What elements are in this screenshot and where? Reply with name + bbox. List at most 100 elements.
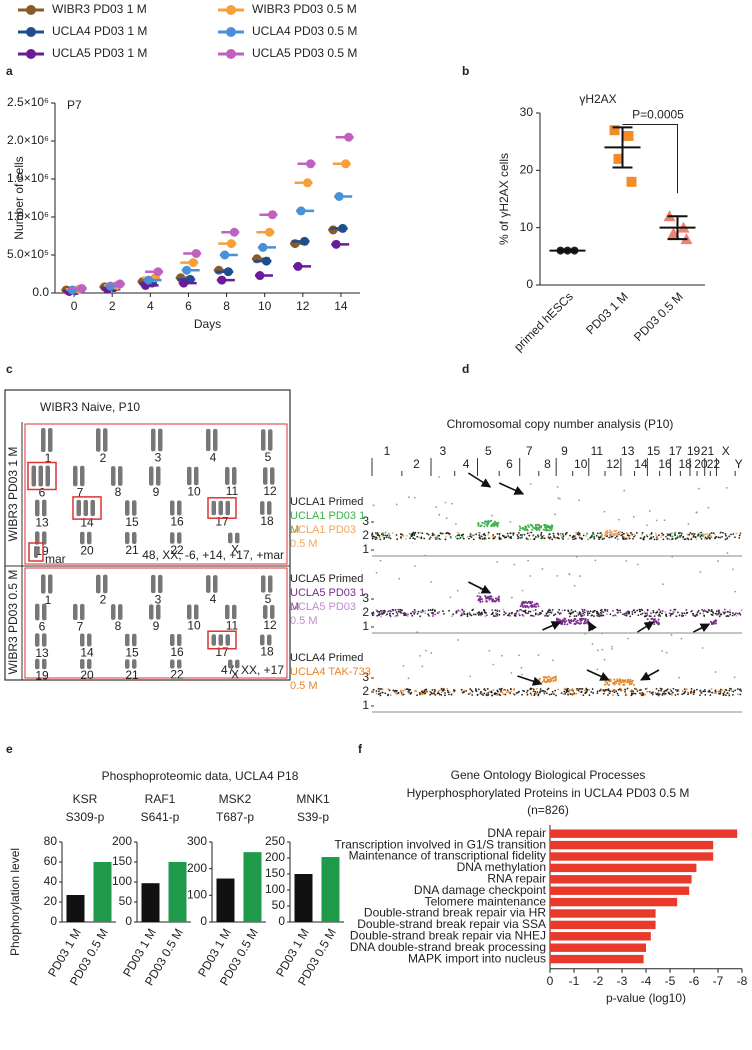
cn-dot (436, 612, 439, 615)
cn-dot (714, 689, 717, 692)
point (182, 265, 192, 275)
cn-dot (524, 606, 527, 609)
cn-dot (641, 694, 644, 697)
cn-dot (418, 692, 421, 694)
cn-dot (652, 618, 655, 621)
cn-dot (534, 524, 537, 527)
cn-dot (533, 694, 536, 697)
cn-dot (533, 537, 536, 540)
cn-dot (481, 521, 484, 524)
chromosome (270, 605, 275, 619)
cn-dot (442, 688, 445, 690)
cn-dot (563, 690, 566, 693)
y-axis-label: Number of cells (12, 156, 26, 239)
cn-dot (547, 675, 550, 678)
cn-dot (584, 689, 586, 692)
arrow (588, 621, 597, 632)
cn-dot (537, 526, 540, 529)
arrow (498, 482, 525, 495)
cn-dot (726, 552, 729, 554)
cn-dot (680, 637, 683, 640)
cn-dot (577, 689, 580, 692)
cn-dot (496, 533, 499, 535)
cn-dot (661, 694, 664, 696)
cn-dot (483, 692, 486, 695)
cn-dot (529, 602, 532, 605)
cn-dot (456, 589, 459, 592)
cn-dot (563, 623, 566, 626)
cn-dot (631, 682, 634, 685)
cn-dot (652, 535, 655, 538)
cn-dot (599, 609, 602, 612)
cn-dot (674, 533, 676, 535)
cn-dot (629, 615, 632, 618)
cn-dot (498, 688, 501, 690)
panel-label: a (6, 64, 13, 78)
cn-dot (731, 614, 734, 617)
level-label: 3 (362, 670, 369, 684)
chromosome (35, 633, 40, 647)
cn-dot (728, 694, 731, 697)
cn-dot (671, 535, 674, 538)
y-tick-label: 0.0 (32, 285, 49, 299)
cn-dot (449, 596, 452, 599)
cn-dot (467, 693, 470, 696)
karyotype-caption: 48, XX, -6, +14, +17, +mar (142, 548, 284, 562)
chromosome-label: 14 (80, 646, 94, 660)
cn-dot (733, 676, 736, 679)
cn-dot (456, 534, 459, 537)
cn-dot (510, 690, 513, 693)
y-tick-label: 40 (44, 874, 58, 888)
cn-dot (543, 678, 546, 681)
cn-dot (479, 600, 482, 603)
cn-dot (473, 613, 476, 616)
y-tick-label: 100 (112, 874, 132, 888)
chromosome (90, 499, 95, 517)
legend-label: UCLA1 PD03 0.5 M (290, 524, 357, 550)
cn-dot (715, 614, 718, 617)
cn-dot (424, 610, 427, 612)
cn-dot (714, 620, 717, 623)
cn-dot (704, 533, 707, 535)
cn-dot (632, 515, 635, 518)
cn-dot (414, 565, 416, 567)
cn-dot (480, 692, 483, 695)
cn-dot (734, 689, 737, 692)
cn-dot (595, 534, 598, 537)
level-label: 1 (362, 542, 369, 556)
cn-dot (503, 613, 505, 616)
cn-dot (593, 609, 596, 612)
chart-subtitle: T687-p (216, 810, 254, 824)
cn-dot (474, 613, 477, 616)
y-axis-label: Phophorylation level (8, 848, 22, 956)
cn-dot (610, 531, 613, 534)
cn-dot (490, 691, 493, 694)
x-tick-label: -6 (689, 974, 700, 988)
cn-dot (709, 690, 711, 693)
cn-dot (628, 537, 631, 540)
chromosome (235, 659, 240, 669)
arrow (467, 472, 492, 488)
cn-dot (564, 693, 567, 695)
cn-dot (444, 501, 447, 504)
figure-title: Phosphoproteomic data, UCLA4 P18 (102, 769, 299, 783)
cn-dot (564, 617, 567, 620)
cn-dot (475, 533, 478, 536)
chromosome (158, 574, 163, 594)
cn-dot (580, 617, 583, 620)
cn-dot (655, 519, 658, 522)
cn-dot (381, 688, 384, 691)
cn-dot (481, 600, 484, 603)
cn-dot (518, 529, 521, 532)
cn-dot (404, 688, 407, 691)
cn-dot (421, 693, 424, 696)
cn-dot (661, 612, 663, 615)
cn-dot (634, 611, 636, 614)
chromosome-label: 3 (440, 444, 447, 458)
cn-dot (736, 688, 739, 690)
chromosome (41, 428, 46, 452)
cn-dot (640, 608, 643, 611)
point (623, 130, 634, 141)
category-label: Maintenance of transcriptional fidelity (349, 849, 546, 863)
cn-dot (480, 614, 483, 617)
